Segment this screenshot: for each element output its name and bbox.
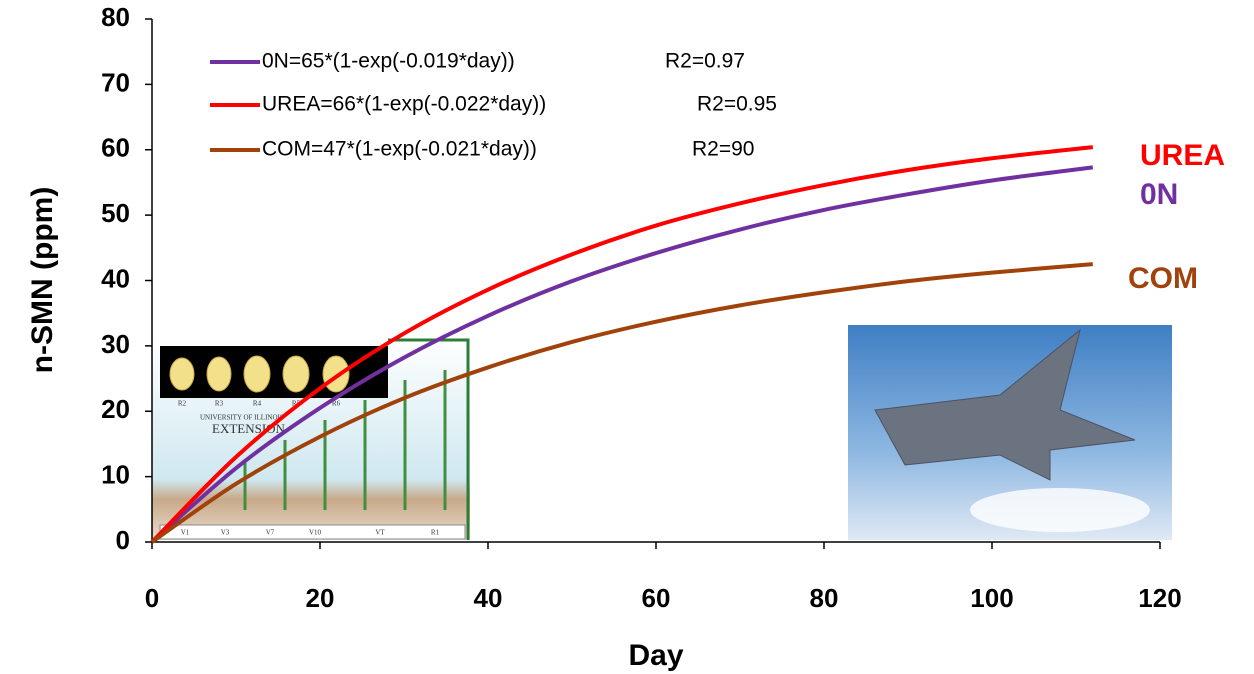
x-tick-label: 60 (642, 583, 671, 613)
y-tick-label: 20 (101, 394, 130, 424)
y-tick-label: 30 (101, 329, 130, 359)
series-line (150, 262, 1093, 544)
y-axis-title: n-SMN (ppm) (26, 187, 59, 374)
inset-text: V10 (309, 529, 322, 537)
inset-text: UNIVERSITY OF ILLINOIS (200, 414, 284, 422)
inset-text: V7 (266, 529, 275, 537)
end-label: 0N (1140, 178, 1178, 211)
legend-label: UREA=66*(1-exp(-0.022*day)) (262, 93, 546, 116)
y-tick-label: 40 (101, 263, 130, 293)
inset-text: R1 (431, 529, 440, 537)
y-tick-label: 0 (116, 525, 130, 555)
y-tick-label: 60 (101, 133, 130, 163)
inset-text: R4 (253, 400, 262, 408)
end-label: COM (1128, 262, 1198, 295)
x-axis-title: Day (628, 639, 683, 672)
series-line (150, 165, 1094, 544)
x-tick-label: 100 (970, 583, 1013, 613)
inset-text: R3 (215, 400, 224, 408)
x-tick-label: 20 (306, 583, 335, 613)
inset-text: V1 (181, 529, 190, 537)
x-tick-label: 80 (810, 583, 839, 613)
inset-text: R6 (332, 400, 341, 408)
x-tick-label: 0 (145, 583, 159, 613)
x-tick-label: 40 (474, 583, 503, 613)
series-line (150, 145, 1094, 544)
end-label: UREA (1140, 139, 1225, 172)
legend-r2: R2=0.97 (665, 50, 745, 73)
inset-text: R5 (292, 400, 301, 408)
legend-r2: R2=0.95 (697, 93, 777, 116)
jet-image (848, 325, 1172, 540)
y-tick-label: 10 (101, 460, 130, 490)
x-tick-label: 120 (1138, 583, 1181, 613)
inset-text: VT (375, 529, 385, 537)
y-tick-label: 80 (101, 2, 130, 32)
inset-text: R2 (178, 400, 187, 408)
y-tick-label: 70 (101, 67, 130, 97)
legend-label: COM=47*(1-exp(-0.021*day)) (262, 138, 537, 161)
legend-label: 0N=65*(1-exp(-0.019*day)) (262, 50, 515, 73)
legend-r2: R2=90 (692, 138, 754, 161)
y-tick-label: 50 (101, 198, 130, 228)
inset-text: V3 (221, 529, 230, 537)
